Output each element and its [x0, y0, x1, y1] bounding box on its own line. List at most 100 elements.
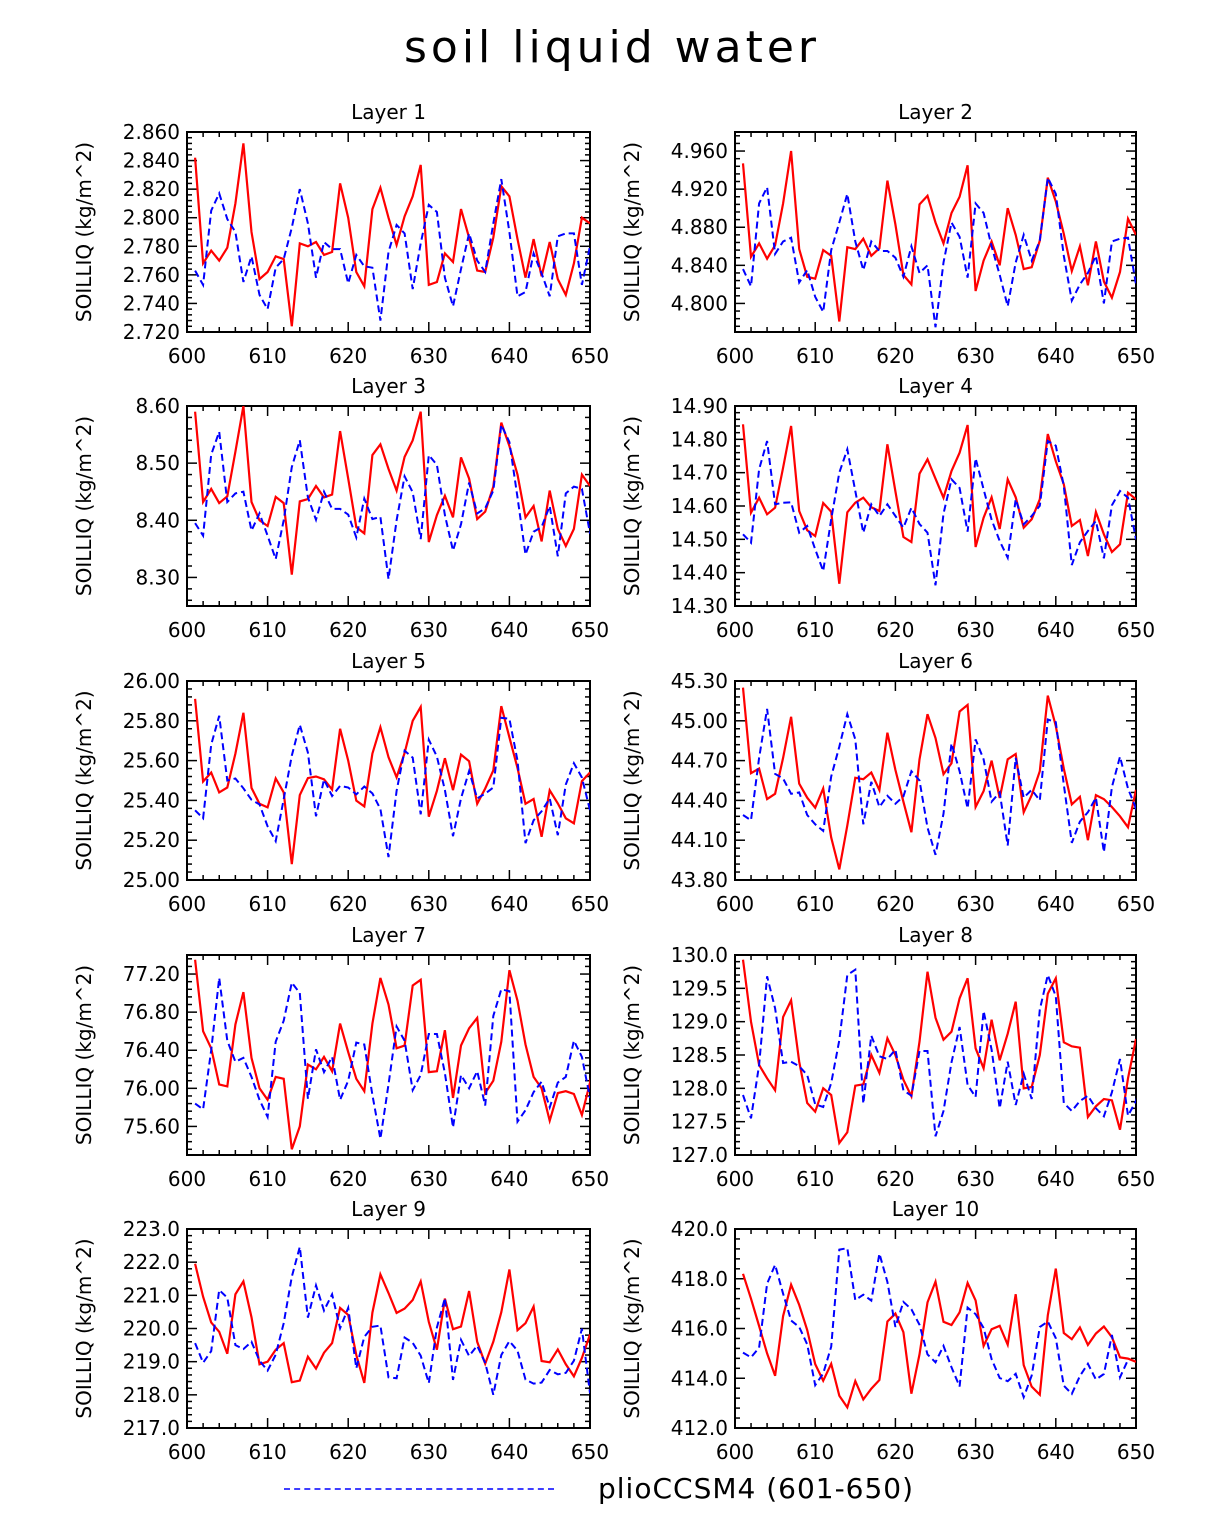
x-tick-label: 600: [168, 892, 206, 916]
x-tick-label: 620: [329, 344, 367, 368]
series-line-blue: [194, 178, 590, 321]
panel-layer-5: 600 610 620 630 640 650 25.00 25.20 25.40 25.60 25…: [72, 649, 609, 916]
series-line-blue: [194, 421, 590, 580]
y-tick-label: 130.0: [671, 943, 728, 967]
y-axis-label: SOILLIQ (kg/m^2): [620, 1238, 644, 1418]
x-tick-label: 620: [329, 892, 367, 916]
panel-layer-1: 600 610 620 630 640 650 2.720 2.740 2.760 2.780 2.…: [72, 100, 609, 368]
panel-layer-2: 600 610 620 630 640 650 4.800 4.840 4.880 4.920 4.…: [620, 100, 1155, 368]
y-tick-label: 418.0: [671, 1267, 728, 1291]
series-line-blue: [742, 967, 1136, 1137]
x-tick-label: 650: [1117, 892, 1155, 916]
series-group: [741, 424, 1136, 586]
series-group: [741, 1247, 1136, 1410]
x-tick-label: 630: [410, 1440, 448, 1464]
y-tick-label: 217.0: [123, 1416, 180, 1440]
y-tick-label: 14.50: [671, 527, 728, 551]
x-tick-label: 640: [490, 618, 528, 642]
plot-frame: [734, 680, 1137, 881]
x-tick-label: 610: [249, 892, 287, 916]
y-tick-label: 25.00: [123, 868, 180, 892]
y-tick-label: 76.00: [123, 1076, 180, 1100]
panel-title: Layer 3: [351, 374, 426, 398]
panel-layer-7: 600 610 620 630 640 650 75.60 76.00 76.40 76.80 77…: [72, 923, 609, 1191]
x-tick-label: 640: [1037, 618, 1075, 642]
y-axis-label: SOILLIQ (kg/m^2): [72, 416, 96, 596]
y-tick-label: 43.80: [671, 868, 728, 892]
x-tick-label: 610: [796, 1440, 834, 1464]
series-line-blue: [742, 174, 1136, 328]
x-tick-label: 640: [1037, 1167, 1075, 1191]
panel-layer-4: 600 610 620 630 640 650 14.30 14.40 14.50 14.60 14…: [620, 374, 1155, 642]
x-tick-label: 650: [1117, 344, 1155, 368]
series-group: [194, 698, 590, 865]
y-axis-label: SOILLIQ (kg/m^2): [72, 1238, 96, 1418]
plot-frame: [186, 680, 591, 881]
y-tick-label: 4.840: [671, 253, 728, 277]
y-tick-label: 128.0: [671, 1076, 728, 1100]
x-tick-label: 620: [329, 618, 367, 642]
panel-title: Layer 8: [898, 923, 973, 947]
figure-title: soil liquid water: [403, 22, 821, 73]
y-tick-label: 221.0: [123, 1283, 180, 1307]
x-tick-label: 600: [716, 1167, 754, 1191]
series-line-red: [741, 424, 1136, 584]
x-tick-label: 630: [957, 344, 995, 368]
panel-title: Layer 6: [898, 649, 973, 673]
x-tick-label: 600: [168, 1440, 206, 1464]
series-group: [194, 1246, 590, 1396]
y-tick-label: 4.960: [671, 139, 728, 163]
y-tick-label: 14.90: [671, 394, 728, 418]
y-tick-label: 77.20: [123, 962, 180, 986]
y-tick-label: 2.840: [123, 149, 180, 173]
x-tick-label: 620: [876, 1440, 914, 1464]
x-tick-label: 630: [410, 1167, 448, 1191]
y-tick-label: 2.820: [123, 177, 180, 201]
legend-dashed-line-swatch: [284, 1488, 554, 1490]
series-line-red: [194, 1263, 590, 1384]
x-tick-label: 640: [490, 1440, 528, 1464]
x-tick-label: 650: [1117, 1167, 1155, 1191]
x-tick-label: 610: [796, 892, 834, 916]
series-line-blue: [194, 977, 590, 1139]
y-tick-label: 223.0: [123, 1217, 180, 1241]
x-tick-label: 620: [876, 344, 914, 368]
y-tick-label: 44.40: [671, 788, 728, 812]
series-line-red: [741, 1268, 1136, 1410]
plot-frame: [734, 1228, 1137, 1429]
y-tick-label: 8.50: [135, 451, 180, 475]
series-group: [194, 959, 590, 1150]
x-tick-label: 650: [571, 892, 609, 916]
y-tick-label: 44.10: [671, 828, 728, 852]
y-tick-label: 14.40: [671, 561, 728, 585]
series-line-blue: [742, 708, 1136, 856]
x-tick-label: 630: [957, 892, 995, 916]
y-tick-label: 2.740: [123, 291, 180, 315]
x-tick-label: 650: [1117, 618, 1155, 642]
series-line-blue: [194, 1246, 590, 1396]
y-tick-label: 2.760: [123, 263, 180, 287]
panel-layer-6: 600 610 620 630 640 650 43.80 44.10 44.40 44.70 45…: [620, 649, 1155, 916]
plot-frame: [186, 405, 591, 607]
x-tick-label: 630: [410, 344, 448, 368]
x-tick-label: 640: [490, 892, 528, 916]
y-tick-label: 4.880: [671, 215, 728, 239]
y-tick-label: 25.80: [123, 709, 180, 733]
y-tick-label: 45.00: [671, 709, 728, 733]
y-tick-label: 8.30: [135, 565, 180, 589]
x-tick-label: 620: [329, 1440, 367, 1464]
y-tick-label: 14.30: [671, 594, 728, 618]
y-tick-label: 420.0: [671, 1217, 728, 1241]
x-tick-label: 630: [410, 892, 448, 916]
plot-frame: [734, 131, 1137, 333]
panel-title: Layer 2: [898, 100, 973, 124]
y-tick-label: 129.0: [671, 1010, 728, 1034]
y-tick-label: 2.720: [123, 320, 180, 344]
y-axis-label: SOILLIQ (kg/m^2): [72, 142, 96, 322]
y-tick-label: 222.0: [123, 1250, 180, 1274]
y-tick-label: 2.780: [123, 234, 180, 258]
y-tick-label: 76.80: [123, 1000, 180, 1024]
panel-layer-10: 600 610 620 630 640 650 412.0 414.0 416.0 418.0 42…: [620, 1197, 1155, 1464]
x-tick-label: 640: [490, 1167, 528, 1191]
